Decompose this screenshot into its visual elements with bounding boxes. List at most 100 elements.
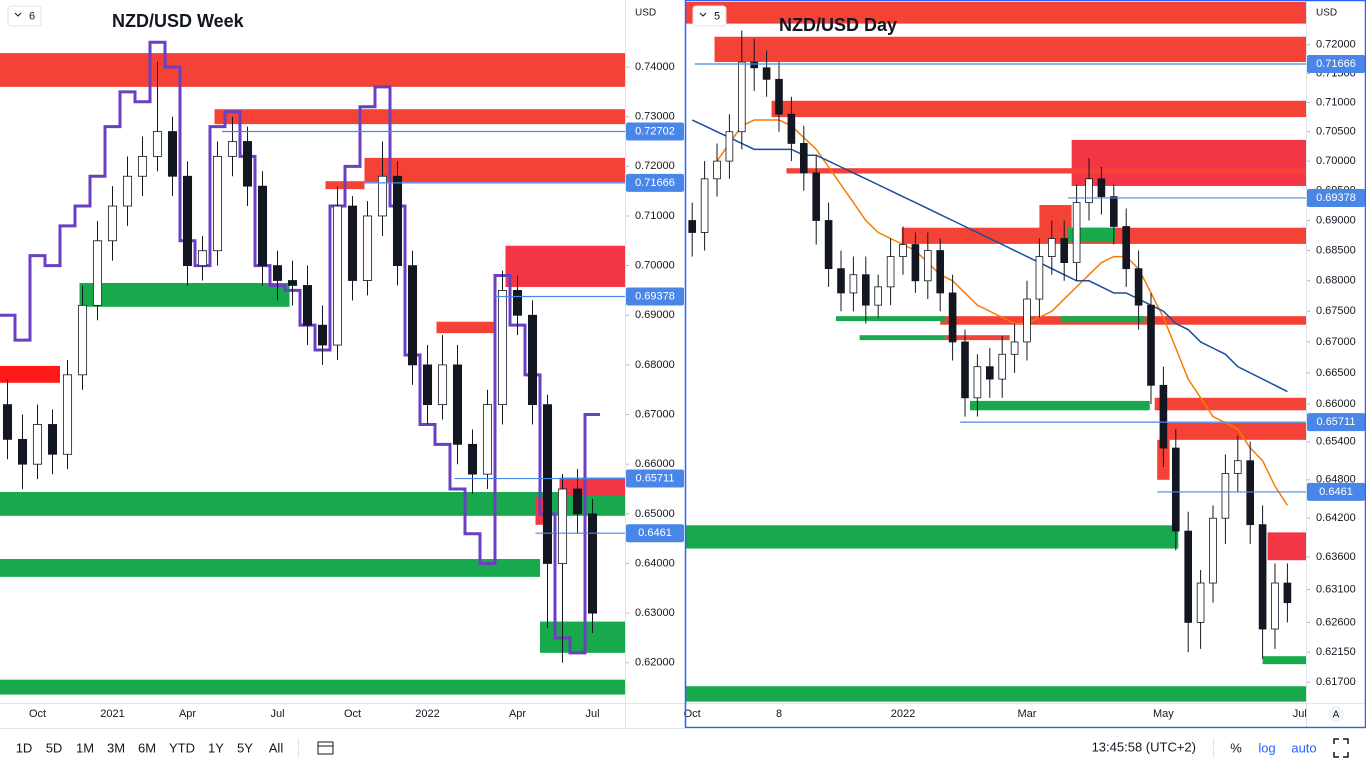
candle-body <box>47 424 58 455</box>
chart-title: NZD/USD Week <box>112 11 245 31</box>
candle-body <box>961 341 969 399</box>
candle-body <box>392 175 403 267</box>
zone <box>1071 139 1306 186</box>
calendar-icon[interactable] <box>317 741 334 755</box>
y-tick-label: 0.62600 <box>1316 616 1356 628</box>
candle-body <box>407 265 418 366</box>
interval-label[interactable]: 5 <box>714 10 720 22</box>
candle-body <box>482 404 493 475</box>
scale-button[interactable]: % <box>1230 740 1242 755</box>
interval-label[interactable]: 6 <box>29 10 35 22</box>
interval-badge[interactable] <box>7 5 42 27</box>
icon <box>1333 738 1349 758</box>
candle-body <box>1271 582 1279 630</box>
indicator-line <box>0 40 600 655</box>
candle-body <box>2 404 13 440</box>
x-tick-label: Jul <box>270 708 284 720</box>
timeframe-button[interactable]: 1D <box>16 740 33 755</box>
y-tick-label: 0.71000 <box>635 210 675 222</box>
scale-button[interactable]: auto <box>1291 740 1316 755</box>
timeframe-button[interactable]: YTD <box>169 740 195 755</box>
y-tick-label: 0.68500 <box>1316 244 1356 256</box>
candle-body <box>92 240 103 306</box>
overlay: 0.74000 0.73000 0.72000 0.71000 0.70000 0.690… <box>7 5 1365 720</box>
candle-body <box>557 488 568 564</box>
candle-body <box>212 155 223 252</box>
candle-body <box>362 215 373 281</box>
candle-body <box>422 364 433 406</box>
candle-body <box>452 364 463 445</box>
timeframe-button[interactable]: 3M <box>107 740 125 755</box>
candle-body <box>167 131 178 177</box>
candle-body <box>197 250 208 267</box>
timeframe-button[interactable]: 1Y <box>208 740 224 755</box>
candle-body <box>1159 384 1168 449</box>
zone <box>1060 316 1145 323</box>
candle-body <box>762 67 771 80</box>
zone <box>0 53 625 87</box>
auto-scale-label[interactable]: A <box>1333 710 1340 721</box>
candle-body <box>1258 524 1267 630</box>
zone <box>969 400 1150 411</box>
chevron <box>14 12 22 17</box>
auto-scale-button[interactable] <box>1328 706 1344 722</box>
candle-body <box>886 256 895 288</box>
zone <box>1262 656 1306 665</box>
timeframe-button[interactable]: 1M <box>76 740 94 755</box>
scale-button[interactable]: log <box>1258 740 1275 755</box>
y-tick-label: 0.70500 <box>1316 126 1356 138</box>
x-tick-label: Oct <box>684 708 701 720</box>
candle-body <box>737 61 746 133</box>
level-label: 0.71666 <box>1316 58 1356 70</box>
level-tag <box>1307 413 1365 432</box>
candle-body <box>1246 460 1255 526</box>
week-pane <box>0 40 625 695</box>
candle-body <box>332 205 343 346</box>
level-label: 0.6461 <box>1319 486 1353 498</box>
candle-body <box>1134 268 1143 306</box>
zone <box>1154 397 1306 411</box>
candle-body <box>725 131 734 162</box>
candle-body <box>799 143 808 174</box>
y-tick-label: 0.64800 <box>1316 474 1356 486</box>
x-tick-label: 2022 <box>891 708 915 720</box>
x-tick-label: Jul <box>1293 708 1307 720</box>
candle-body <box>1085 178 1093 203</box>
timeframe-button[interactable]: 5D <box>46 740 63 755</box>
candle-body <box>1196 582 1205 623</box>
y-tick-label: 0.62000 <box>635 657 675 669</box>
zone <box>436 321 495 334</box>
y-tick-label: 0.68000 <box>1316 275 1356 287</box>
candle-body <box>227 141 238 157</box>
candle-body <box>874 286 883 306</box>
timeframe-button[interactable]: 5Y <box>237 740 253 755</box>
y-tick-label: 0.65400 <box>1316 436 1356 448</box>
zone <box>786 168 1306 174</box>
candle-body <box>512 290 523 316</box>
candle-body <box>787 113 796 144</box>
timeframe-button[interactable]: All <box>269 740 284 755</box>
interval-badge[interactable] <box>692 5 727 27</box>
y-tick-label: 0.72000 <box>635 160 675 172</box>
level-label: 0.69378 <box>1316 192 1356 204</box>
candle-body <box>77 304 88 376</box>
timeframe-button[interactable]: 6M <box>138 740 156 755</box>
x-tick-label: 2021 <box>100 708 124 720</box>
candle-body <box>923 250 932 282</box>
zone <box>214 109 625 125</box>
candle-body <box>497 290 508 406</box>
level-tag <box>626 173 684 192</box>
candle-body <box>936 250 945 294</box>
currency-label: USD <box>635 8 656 19</box>
x-tick-label: Mar <box>1018 708 1037 720</box>
x-tick-label: Jul <box>585 708 599 720</box>
y-tick-label: 0.65000 <box>635 508 675 520</box>
x-tick-label: 8 <box>776 708 782 720</box>
zone <box>0 365 60 383</box>
fullscreen-icon[interactable] <box>1333 738 1349 758</box>
level-label: 0.69378 <box>635 290 675 302</box>
zone <box>364 157 625 183</box>
candle-body <box>347 205 358 281</box>
candle-body <box>1283 582 1292 604</box>
